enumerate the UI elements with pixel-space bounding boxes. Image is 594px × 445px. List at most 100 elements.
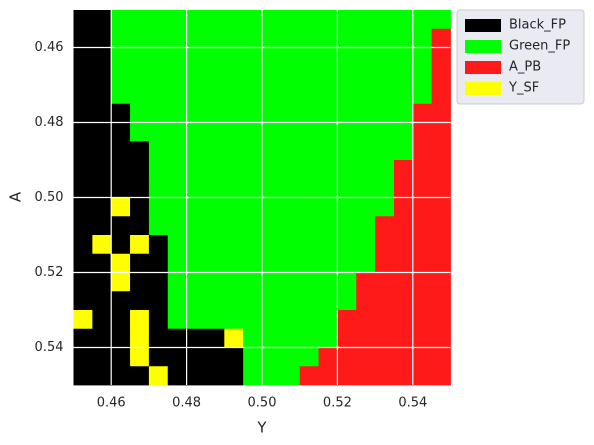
cell <box>111 47 131 67</box>
cell <box>73 141 93 161</box>
cell <box>412 347 433 367</box>
cell <box>205 66 225 86</box>
cell <box>356 347 376 367</box>
cell <box>224 197 244 217</box>
cell <box>431 160 451 180</box>
cell <box>318 141 338 161</box>
cell <box>167 66 187 86</box>
cell <box>412 47 433 67</box>
cell <box>73 328 93 348</box>
cell <box>299 197 319 217</box>
cell <box>262 253 282 273</box>
cell <box>375 85 395 105</box>
cell <box>167 28 187 48</box>
cell <box>148 366 169 386</box>
cell <box>148 122 169 142</box>
cell <box>205 10 225 30</box>
cell <box>262 216 282 236</box>
cell <box>318 10 338 30</box>
cell <box>186 253 206 273</box>
cell <box>393 347 414 367</box>
cell <box>431 347 451 367</box>
cell <box>375 216 395 236</box>
cell <box>280 216 301 236</box>
cell <box>111 347 131 367</box>
cell <box>318 347 338 367</box>
cell <box>186 291 206 311</box>
cell <box>205 328 225 348</box>
x-tick-label: 0.54 <box>398 396 427 411</box>
cell <box>205 85 225 105</box>
cell <box>318 366 338 386</box>
cell <box>337 235 357 255</box>
cell <box>356 122 376 142</box>
cell <box>412 85 433 105</box>
cell <box>73 253 93 273</box>
cell <box>148 85 169 105</box>
cell <box>337 272 357 292</box>
cell <box>205 47 225 67</box>
cell <box>130 253 150 273</box>
cell <box>243 310 263 330</box>
cell <box>167 10 187 30</box>
cell <box>393 160 414 180</box>
cell <box>299 160 319 180</box>
cell <box>130 347 150 367</box>
cell <box>73 178 93 198</box>
cell <box>130 28 150 48</box>
cell <box>318 85 338 105</box>
cell <box>337 328 357 348</box>
cell <box>130 328 150 348</box>
cell <box>375 47 395 67</box>
cell <box>148 272 169 292</box>
cell <box>337 66 357 86</box>
cell <box>356 291 376 311</box>
cell <box>186 328 206 348</box>
cell <box>111 197 131 217</box>
cell <box>431 178 451 198</box>
cell <box>92 160 112 180</box>
cell <box>375 347 395 367</box>
cell <box>280 85 301 105</box>
cell <box>148 103 169 123</box>
cell <box>205 235 225 255</box>
cell <box>337 122 357 142</box>
cell <box>73 291 93 311</box>
cell <box>224 328 244 348</box>
cell <box>243 160 263 180</box>
cell <box>280 160 301 180</box>
cell <box>205 253 225 273</box>
cell <box>224 28 244 48</box>
cell <box>224 103 244 123</box>
cell <box>224 160 244 180</box>
cell <box>73 272 93 292</box>
cell <box>224 235 244 255</box>
cell <box>262 122 282 142</box>
cell <box>375 141 395 161</box>
cell <box>412 235 433 255</box>
cell <box>243 216 263 236</box>
cell <box>412 122 433 142</box>
cell <box>280 103 301 123</box>
cell <box>167 47 187 67</box>
x-tick-label: 0.48 <box>172 396 201 411</box>
cell <box>337 347 357 367</box>
cell <box>393 366 414 386</box>
cell <box>73 85 93 105</box>
cell <box>243 253 263 273</box>
cell <box>318 197 338 217</box>
cell <box>393 197 414 217</box>
cell <box>186 216 206 236</box>
cell <box>167 310 187 330</box>
cell <box>280 253 301 273</box>
cell <box>431 47 451 67</box>
cell <box>299 28 319 48</box>
legend-label: Black_FP <box>509 18 566 33</box>
cell <box>148 28 169 48</box>
cell <box>393 272 414 292</box>
cell <box>280 197 301 217</box>
cell <box>148 328 169 348</box>
cell <box>412 272 433 292</box>
cell <box>356 235 376 255</box>
